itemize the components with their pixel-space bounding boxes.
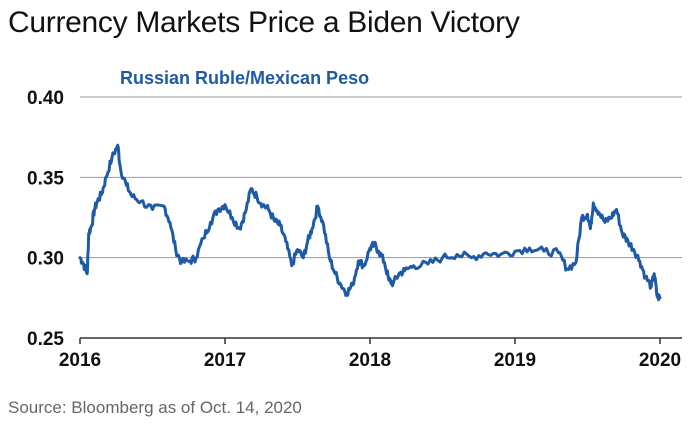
series-line-ruble-peso bbox=[78, 143, 662, 302]
x-tick-label: 2019 bbox=[494, 350, 536, 371]
source-note: Source: Bloomberg as of Oct. 14, 2020 bbox=[8, 398, 302, 417]
y-tick-label: 0.25 bbox=[27, 329, 64, 350]
y-tick-label: 0.30 bbox=[27, 249, 64, 270]
x-tick-label: 2018 bbox=[349, 350, 391, 371]
x-tick-label: 2016 bbox=[59, 350, 101, 371]
y-tick-label: 0.40 bbox=[27, 88, 64, 109]
chart-title: Currency Markets Price a Biden Victory bbox=[8, 6, 520, 39]
x-tick-label: 2020 bbox=[639, 350, 681, 371]
y-tick-labels: 0.40 0.35 0.30 0.25 bbox=[27, 88, 64, 350]
y-tick-label: 0.35 bbox=[27, 168, 64, 189]
x-tick-labels: 2016 2017 2018 2019 2020 bbox=[59, 338, 681, 371]
x-tick-label: 2017 bbox=[204, 350, 246, 371]
legend-label: Russian Ruble/Mexican Peso bbox=[120, 68, 369, 88]
